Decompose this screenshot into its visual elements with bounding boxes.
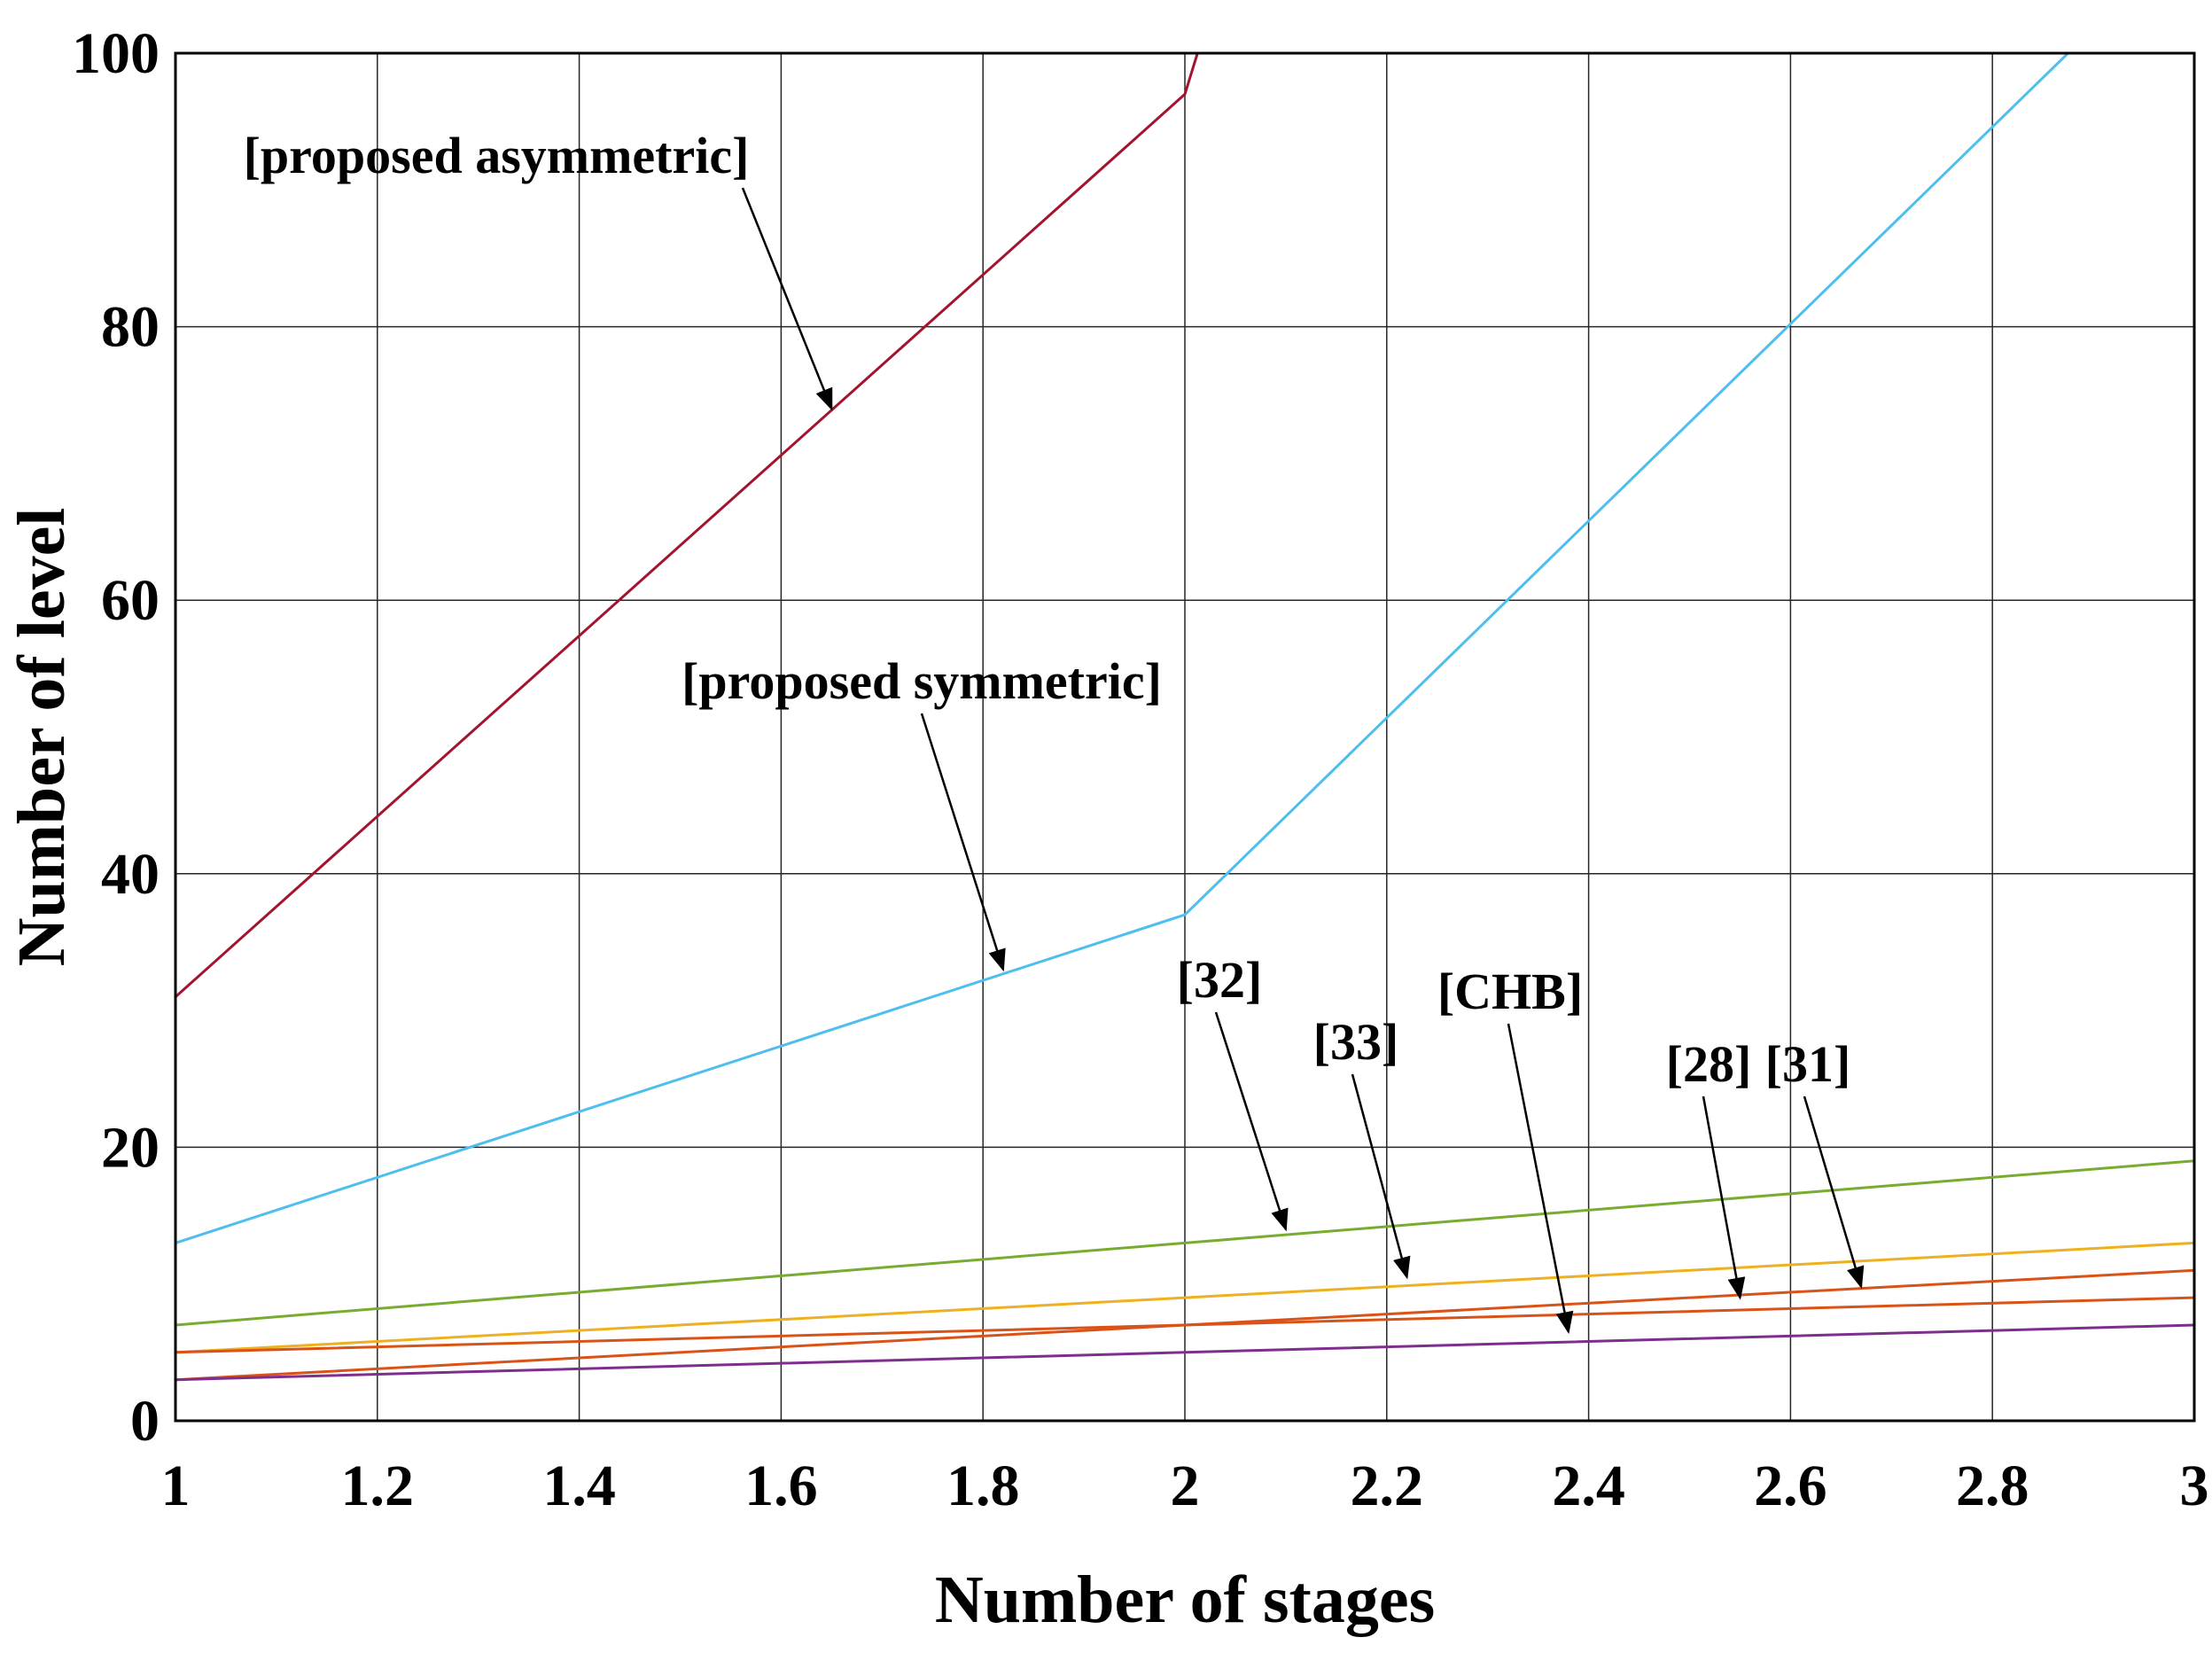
x-tick-label: 2.8 [1956,1454,2029,1518]
annotation-arrow [1214,1011,1289,1232]
annotation-arrow [1702,1096,1746,1300]
series-line-32 [175,1159,2194,1327]
plot-frame [174,51,2196,1423]
y-tick-label: 20 [101,1115,160,1180]
x-tick-label: 2.4 [1552,1454,1625,1518]
annotation-label: [32] [1177,951,1263,1009]
y-tick-label: 60 [101,568,160,633]
annotation-label: [CHB] [1437,963,1583,1020]
annotation-label: [33] [1313,1013,1399,1071]
x-axis-title: Number of stages [935,1563,1435,1637]
x-tick-label: 1.6 [744,1454,818,1518]
annotation-arrow [1351,1073,1411,1280]
y-tick-label: 100 [72,21,160,86]
y-tick-label: 80 [101,295,160,360]
x-tick-label: 2.6 [1754,1454,1827,1518]
y-tick-label: 0 [130,1389,160,1454]
x-tick-label: 3 [2180,1454,2209,1518]
series-line-CHB [175,1323,2194,1382]
series-line-33 [175,1241,2194,1354]
annotation-label: [proposed asymmetric] [244,127,750,184]
x-tick-label: 1.4 [542,1454,616,1518]
y-tick-label: 40 [101,842,160,907]
y-axis-title: Number of level [4,508,79,967]
annotation-arrow [741,187,833,411]
annotations: [proposed asymmetric] [proposed symmetric… [244,127,1865,1335]
annotation-label: [28] [1666,1035,1752,1093]
x-tick-label: 1 [161,1454,191,1518]
x-tick-label: 2 [1171,1454,1200,1518]
annotation-arrow [920,713,1006,972]
grid [175,53,2194,1421]
annotation-label: [31] [1765,1035,1851,1093]
x-tick-label: 2.2 [1351,1454,1424,1518]
tick-labels: 1 1.2 1.4 1.6 1.8 2 2.2 2.4 2.6 2.8 3 0 20 40 60 80 100 [72,21,2209,1518]
annotation-label: [proposed symmetric] [682,652,1162,710]
x-tick-label: 1.2 [341,1454,415,1518]
series-line-proposed-symmetric [175,53,2070,1244]
annotation-arrow [1803,1096,1865,1290]
series-line-proposed-asymmetric [175,53,1199,998]
x-tick-label: 1.8 [946,1454,1020,1518]
series-line-31 [175,1296,2194,1354]
annotation-arrow [1507,1023,1574,1335]
